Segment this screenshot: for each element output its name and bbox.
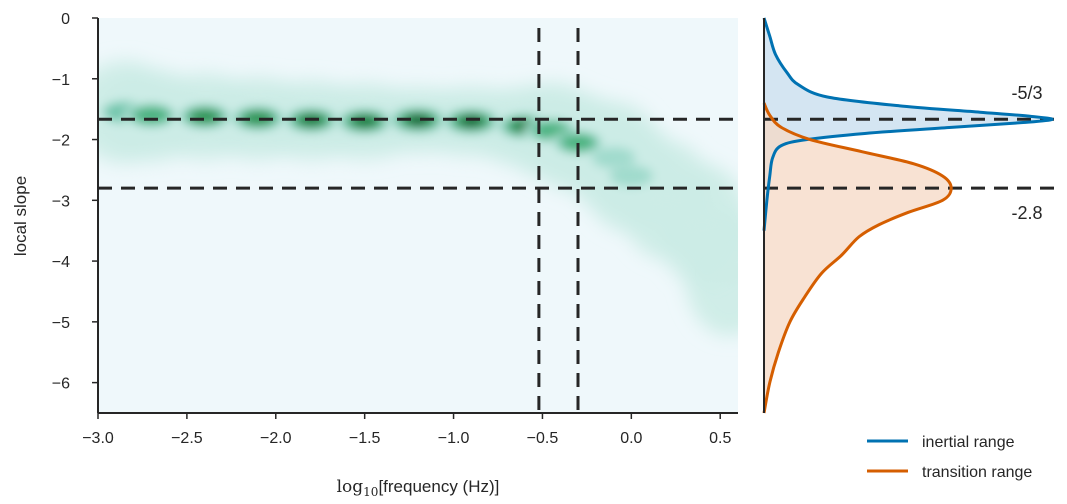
y-tick-label: −3: [52, 193, 70, 210]
x-tick-label: 0.0: [620, 430, 642, 447]
reference-hlines: [98, 117, 738, 190]
density-contour: [190, 109, 220, 123]
density-contour: [591, 147, 636, 169]
density-contour: [706, 261, 738, 285]
marginal-reference-hlines: [764, 117, 1058, 190]
legend-item-inertial: inertial range: [867, 434, 1015, 451]
y-tick-label: 0: [61, 11, 70, 28]
density-contour: [609, 165, 654, 187]
marginal-fills: [764, 18, 1053, 414]
x-tick-label: −3.0: [82, 430, 114, 447]
density-inner: [98, 99, 738, 285]
y-tick-label: −6: [52, 376, 70, 393]
density-contour: [678, 213, 726, 237]
density-contour: [561, 134, 595, 151]
x-tick-label: −2.0: [260, 430, 292, 447]
reference-vlines: [537, 28, 580, 413]
slope-label-5-3: -5/3: [1011, 83, 1042, 103]
marginal-panel: -5/3 -2.8: [762, 17, 1058, 414]
x-tick-label: −2.5: [171, 430, 203, 447]
x-ticks: −3.0 −2.5 −2.0 −1.5 −1.0 −0.5 0.0 0.5: [82, 413, 731, 447]
y-tick-label: −4: [52, 254, 70, 271]
legend-item-transition: transition range: [867, 464, 1032, 481]
x-tick-label: 0.5: [709, 430, 731, 447]
x-axis-label-log: log: [337, 477, 364, 497]
density-contour: [642, 188, 691, 212]
legend-label-inertial: inertial range: [922, 434, 1015, 451]
legend-label-transition: transition range: [922, 464, 1032, 481]
x-axis-label-main: [frequency (Hz)]: [378, 477, 499, 496]
x-axis-label-sub: 10: [363, 485, 378, 499]
marginal-curve-inertial: [762, 17, 1054, 231]
marginal-curve-transition: [762, 102, 953, 414]
density-contour: [133, 107, 169, 124]
x-tick-label: −0.5: [527, 430, 559, 447]
density-contour: [243, 111, 273, 125]
y-ticks: 0 −1 −2 −3 −4 −5 −6: [52, 11, 98, 393]
main-panel: −3.0 −2.5 −2.0 −1.5 −1.0 −0.5 0.0 0.5 0 −1 −2 −3 −4…: [11, 11, 738, 499]
density-layer: [98, 61, 738, 336]
marginal-fill-inertial: [764, 18, 1053, 231]
y-tick-label: −1: [52, 72, 70, 89]
y-tick-label: −5: [52, 315, 70, 332]
y-tick-label: −2: [52, 133, 70, 150]
marginal-fill-transition: [764, 103, 952, 414]
y-axis-label: local slope: [11, 176, 30, 256]
density-contour: [353, 116, 377, 127]
x-axis-label: log10[frequency (Hz)]: [337, 477, 500, 499]
x-tick-label: −1.5: [349, 430, 381, 447]
legend: inertial range transition range: [867, 434, 1032, 481]
x-tick-label: −1.0: [438, 430, 470, 447]
slope-label-2-8: -2.8: [1011, 203, 1042, 223]
marginal-lines: [762, 17, 1054, 414]
